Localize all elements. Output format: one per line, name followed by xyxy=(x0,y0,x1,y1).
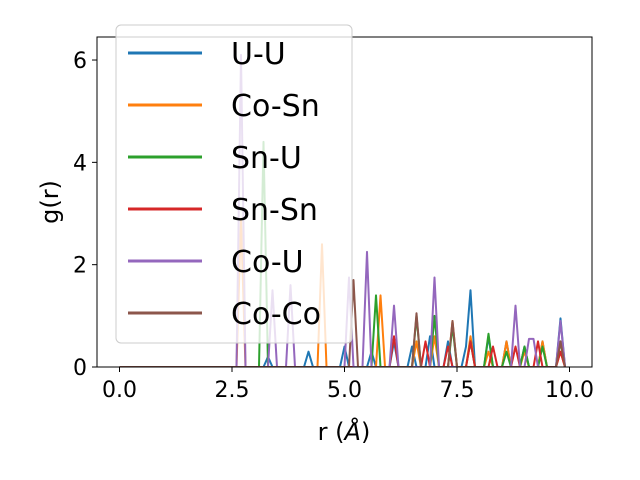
series-line-co-u xyxy=(119,53,566,367)
series-line-sn-sn xyxy=(119,335,566,367)
series-line-sn-u xyxy=(119,140,566,367)
y-tick-label: 6 xyxy=(73,49,87,74)
legend-label-u-u: U-U xyxy=(231,37,286,72)
legend-label-co-u: Co-U xyxy=(231,245,304,280)
legend-label-co-co: Co-Co xyxy=(231,297,321,332)
y-tick-label: 4 xyxy=(73,151,87,176)
legend: U-U Co-Sn Sn-U Sn-Sn Co-U Co-Co xyxy=(115,24,353,344)
x-tick-label: 5.0 xyxy=(327,378,362,403)
x-tick-label: 10.0 xyxy=(545,378,594,403)
x-axis: 0.0 2.5 5.0 7.5 10.0 xyxy=(102,367,594,403)
x-tick-label: 2.5 xyxy=(215,378,250,403)
legend-label-sn-u: Sn-U xyxy=(231,141,302,176)
series-layer xyxy=(119,53,566,367)
x-tick-label: 0.0 xyxy=(102,378,137,403)
x-axis-label: r (Å) xyxy=(318,417,371,446)
y-axis: 0 2 4 6 xyxy=(73,49,97,381)
legend-label-sn-sn: Sn-Sn xyxy=(231,193,318,228)
y-tick-label: 0 xyxy=(73,356,87,381)
y-tick-label: 2 xyxy=(73,254,87,279)
x-tick-label: 7.5 xyxy=(440,378,475,403)
legend-box xyxy=(115,24,353,344)
y-axis-label: g(r) xyxy=(36,180,64,224)
legend-label-co-sn: Co-Sn xyxy=(231,89,320,124)
series-line-co-sn xyxy=(119,217,566,367)
